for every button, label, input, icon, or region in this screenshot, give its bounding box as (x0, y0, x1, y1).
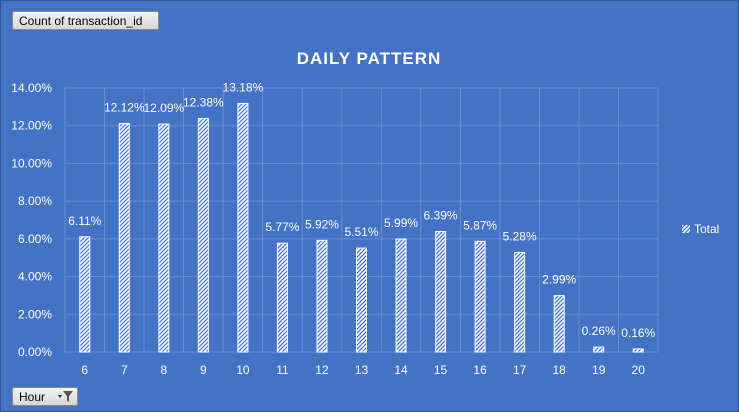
bars (79, 102, 644, 353)
y-axis-ticks: 0.00% 2.00% 4.00% 6.00% 8.00% 10.00% 12.00% 14.… (11, 81, 52, 359)
bar-hour-6[interactable] (79, 236, 91, 353)
data-label-hour-10: 13.18% (223, 80, 264, 94)
bar-hour-11[interactable] (276, 242, 288, 353)
legend-swatch-total (682, 225, 690, 233)
x-tick-label: 11 (276, 363, 289, 377)
y-tick-label: 8.00% (18, 194, 52, 208)
chart-title: DAILY PATTERN (297, 49, 442, 68)
y-tick-label: 2.00% (18, 307, 52, 321)
y-tick-label: 6.00% (18, 232, 52, 246)
x-tick-label: 17 (513, 363, 527, 377)
x-tick-label: 20 (632, 363, 646, 377)
x-tick-label: 12 (315, 363, 329, 377)
bar-hour-7[interactable] (118, 122, 130, 353)
data-label-hour-14: 5.99% (384, 216, 418, 230)
x-tick-label: 18 (552, 363, 566, 377)
data-label-hour-13: 5.51% (344, 225, 378, 239)
x-tick-label: 16 (473, 363, 487, 377)
x-tick-label: 15 (434, 363, 448, 377)
data-label-hour-19: 0.26% (582, 324, 616, 338)
bar-hour-12[interactable] (316, 239, 328, 353)
y-tick-label: 0.00% (18, 345, 52, 359)
data-label-hour-16: 5.87% (463, 218, 497, 232)
bar-hour-17[interactable] (514, 251, 526, 353)
bar-hour-8[interactable] (158, 123, 170, 353)
bar-hour-19[interactable] (593, 346, 605, 353)
data-label-hour-6: 6.11% (68, 214, 101, 228)
data-label-hour-8: 12.09% (143, 101, 184, 115)
bar-hour-18[interactable] (553, 295, 565, 353)
values-field-button[interactable]: Count of transaction_id (12, 11, 159, 30)
hour-field-button[interactable]: Hour (12, 387, 78, 406)
data-labels: 6.11% 12.12%12.09%12.38% 13.18% 5.77% 5.92% 5… (68, 80, 655, 340)
legend-label-total: Total (694, 222, 719, 236)
x-tick-label: 9 (200, 363, 207, 377)
data-label-hour-12: 5.92% (305, 217, 339, 231)
x-tick-label: 13 (355, 363, 369, 377)
y-tick-label: 12.00% (11, 119, 52, 133)
data-label-hour-9: 12.38% (183, 96, 224, 110)
x-tick-label: 10 (236, 363, 250, 377)
bar-hour-15[interactable] (435, 231, 447, 353)
data-label-hour-20: 0.16% (621, 326, 655, 340)
bar-hour-13[interactable] (356, 247, 367, 353)
x-tick-label: 7 (121, 363, 128, 377)
data-label-hour-15: 6.39% (424, 209, 458, 223)
bar-hour-14[interactable] (395, 238, 407, 353)
x-tick-label: 8 (160, 363, 167, 377)
bar-hour-9[interactable] (197, 118, 209, 353)
x-tick-label: 19 (592, 363, 606, 377)
bar-hour-10[interactable] (237, 102, 249, 353)
bar-hour-16[interactable] (474, 240, 486, 353)
y-tick-label: 10.00% (11, 156, 52, 170)
x-axis-ticks: 6 7 8 9 10 11 12 13 14 15 16 17 18 19 20 (81, 363, 645, 377)
data-label-hour-17: 5.28% (503, 229, 537, 243)
y-tick-label: 14.00% (11, 81, 52, 95)
legend: Total (682, 222, 719, 236)
hour-field-label: Hour (19, 390, 46, 404)
bar-hour-20[interactable] (632, 348, 644, 353)
dropdown-filter-icon[interactable] (57, 390, 74, 404)
data-label-hour-11: 5.77% (265, 220, 299, 234)
data-label-hour-7: 12.12% (104, 100, 145, 114)
data-label-hour-18: 2.99% (542, 273, 576, 287)
y-tick-label: 4.00% (18, 270, 52, 284)
x-tick-label: 14 (394, 363, 408, 377)
x-tick-label: 6 (81, 363, 88, 377)
